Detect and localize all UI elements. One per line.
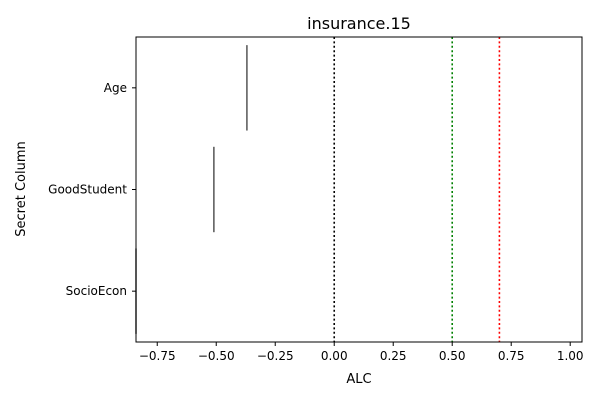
- x-axis-ticks: −0.75 −0.50 −0.25 0.00 0.25 0.50 0.75 1.00: [139, 342, 584, 363]
- y-tick-label: SocioEcon: [66, 284, 127, 298]
- y-tick-label: GoodStudent: [48, 183, 127, 197]
- x-tick-label: 0.75: [498, 349, 525, 363]
- x-tick-label: 0.00: [321, 349, 348, 363]
- violin-marks: [135, 45, 248, 334]
- x-tick-label: −0.50: [198, 349, 235, 363]
- x-tick-label: 0.25: [380, 349, 407, 363]
- chart-title: insurance.15: [307, 14, 411, 33]
- plot-frame: [135, 36, 583, 343]
- x-tick-label: −0.25: [257, 349, 294, 363]
- y-axis-label: Secret Column: [14, 141, 29, 236]
- y-tick-label: Age: [104, 81, 127, 95]
- y-axis-ticks: Age GoodStudent SocioEcon: [48, 81, 136, 298]
- x-axis-label: ALC: [346, 372, 371, 387]
- x-tick-label: −0.75: [139, 349, 176, 363]
- x-tick-label: 0.50: [439, 349, 466, 363]
- x-tick-label: 1.00: [557, 349, 584, 363]
- reference-lines: [333, 37, 501, 342]
